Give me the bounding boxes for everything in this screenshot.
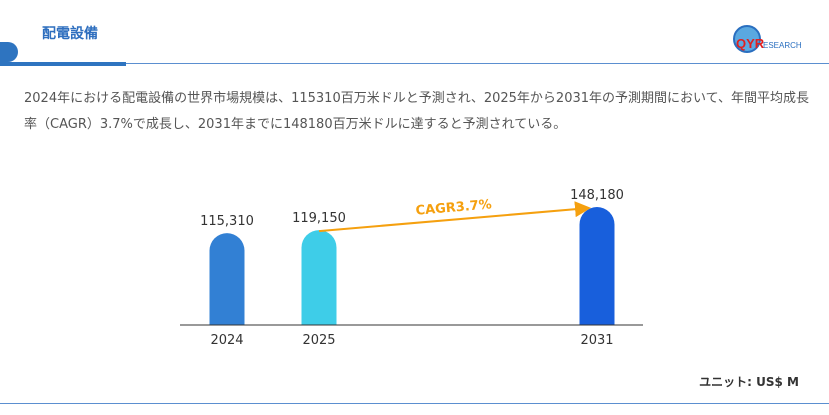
value-label: 115,310 xyxy=(200,214,254,229)
value-label: 119,150 xyxy=(292,211,346,226)
cagr-label: CAGR3.7% xyxy=(415,197,492,218)
unit-label: ユニット: US$ M xyxy=(699,375,799,389)
qyresearch-logo: QYR ESEARCH xyxy=(733,22,813,58)
description: 2024年における配電設備の世界市場規模は、115310百万米ドルと予測され、2… xyxy=(24,91,809,132)
value-label: 148,180 xyxy=(570,188,624,203)
header-divider xyxy=(126,63,829,64)
header-tab-decoration xyxy=(0,42,18,62)
bar-2025 xyxy=(301,230,337,325)
x-tick-label: 2024 xyxy=(210,333,243,348)
x-tick-label: 2031 xyxy=(580,333,613,348)
bar-2031 xyxy=(579,207,615,325)
cagr-arrow xyxy=(318,201,591,233)
x-tick-label: 2025 xyxy=(302,333,335,348)
header-accent-line xyxy=(0,62,126,66)
footer-divider xyxy=(0,403,829,404)
svg-text:ESEARCH: ESEARCH xyxy=(763,41,802,50)
svg-text:QYR: QYR xyxy=(736,36,765,51)
page-title: 配電設備 xyxy=(42,26,98,42)
bar-2024 xyxy=(209,233,245,325)
